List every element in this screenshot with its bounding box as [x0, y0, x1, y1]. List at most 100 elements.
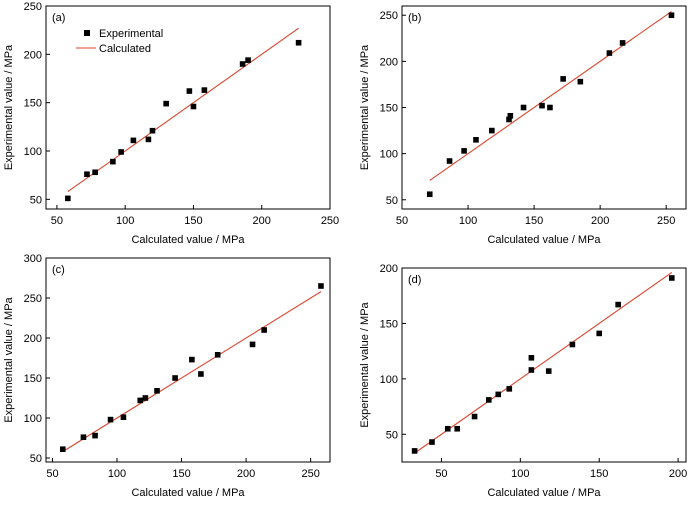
x-axis-label: Calculated value / MPa [487, 487, 601, 499]
data-point [471, 413, 478, 420]
panel-label: (b) [408, 12, 421, 24]
data-point [485, 397, 492, 403]
panel-label: (c) [52, 264, 65, 276]
y-tick-label: 100 [380, 374, 398, 386]
x-tick-label: 50 [51, 215, 63, 227]
data-point [569, 341, 576, 348]
data-point [560, 76, 566, 82]
data-point [539, 102, 545, 109]
x-tick-label: 200 [237, 468, 255, 480]
data-point [606, 50, 613, 56]
x-tick-label: 200 [669, 468, 687, 480]
y-tick-label: 100 [380, 149, 398, 161]
data-point [189, 356, 195, 363]
y-tick-label: 200 [24, 49, 42, 61]
y-tick-label: 250 [24, 1, 42, 13]
y-tick-label: 300 [24, 253, 42, 265]
data-point [411, 448, 418, 454]
data-point [506, 386, 513, 392]
plot-frame [45, 5, 331, 210]
y-axis-label: Experimental value / MPa [3, 44, 15, 170]
data-point [545, 368, 552, 374]
data-point [190, 103, 197, 110]
y-tick-label: 150 [380, 103, 398, 115]
data-point [495, 391, 502, 398]
x-tick-label: 150 [525, 215, 543, 227]
data-point [261, 327, 267, 333]
data-point [59, 446, 66, 452]
x-tick-label: 100 [459, 215, 477, 227]
y-tick-label: 150 [24, 373, 42, 385]
y-tick-label: 250 [24, 293, 42, 305]
data-point [145, 136, 152, 143]
data-point [426, 191, 433, 198]
data-point [619, 40, 626, 46]
data-point [92, 169, 98, 176]
calculated-line [67, 27, 299, 193]
x-axis-label: Calculated value / MPa [487, 234, 601, 246]
y-tick-label: 200 [24, 333, 42, 345]
panel-4: 50 100 150 200 50 100 150 200 Calculated value /… [359, 263, 687, 499]
x-tick-label: 100 [108, 468, 126, 480]
panel-label: (a) [52, 12, 65, 24]
y-tick-label: 50 [30, 453, 42, 465]
data-point [507, 113, 514, 119]
data-point [429, 439, 435, 445]
calculated-line [414, 271, 673, 454]
panel-1: 50 100 150 200 250 50 100 150 200 250 Calculated v… [3, 1, 339, 246]
data-point [528, 354, 535, 361]
panel-2: 50 100 150 200 250 50 100 150 200 250 Calculated v… [359, 5, 687, 246]
x-tick-label: 200 [253, 215, 271, 227]
y-tick-label: 150 [24, 98, 42, 110]
data-point [669, 275, 675, 281]
data-point [668, 12, 675, 19]
plot-frame [45, 257, 331, 463]
data-point [163, 100, 169, 107]
data-point [142, 395, 149, 401]
x-axis-label: Calculated value / MPa [131, 487, 245, 499]
data-point [201, 87, 208, 93]
data-point [245, 57, 251, 63]
data-point [80, 434, 87, 440]
x-tick-label: 100 [116, 215, 134, 227]
y-axis-label: Experimental value / MPa [359, 301, 371, 427]
data-point [489, 127, 495, 134]
x-tick-label: 250 [301, 468, 319, 480]
legend-marker-experimental [84, 30, 90, 36]
plot-frame [401, 267, 687, 463]
x-tick-label: 200 [591, 215, 609, 227]
data-point [154, 388, 160, 394]
data-point [65, 195, 71, 202]
panel-3: 50 100 150 200 250 50 100 150 200 250 300 Calculate… [3, 253, 331, 499]
data-point [137, 397, 144, 404]
y-tick-label: 200 [380, 263, 398, 275]
data-point [615, 301, 621, 308]
data-point [249, 341, 256, 348]
x-tick-label: 50 [396, 215, 408, 227]
legend-label-experimental: Experimental [99, 28, 163, 40]
data-point [84, 171, 90, 177]
calculated-line [62, 291, 322, 453]
y-tick-label: 50 [386, 429, 398, 441]
calculated-line [429, 11, 672, 181]
data-point [506, 116, 512, 123]
data-point [577, 78, 584, 85]
y-tick-label: 250 [380, 10, 398, 22]
data-point [454, 425, 461, 432]
data-point [473, 136, 479, 143]
panel-label: (d) [408, 274, 421, 286]
y-tick-label: 50 [386, 195, 398, 207]
data-point [520, 104, 527, 111]
x-tick-label: 100 [511, 468, 529, 480]
legend: Experimental Calculated [76, 28, 163, 55]
data-point [149, 127, 156, 134]
x-tick-label: 50 [435, 468, 447, 480]
y-tick-label: 150 [380, 318, 398, 330]
x-tick-label: 250 [321, 215, 339, 227]
data-point [107, 416, 114, 423]
data-point [444, 425, 451, 432]
y-axis-label: Experimental value / MPa [359, 44, 371, 170]
data-point [214, 352, 221, 358]
